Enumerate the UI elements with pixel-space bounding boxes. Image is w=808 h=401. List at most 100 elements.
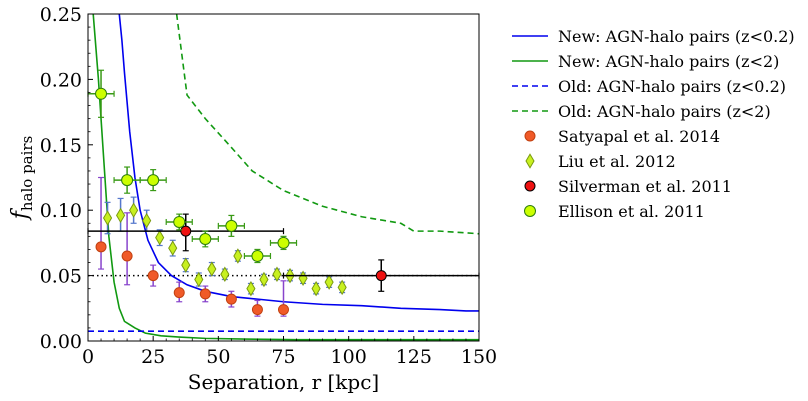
point-series-3 — [87, 213, 480, 292]
x-axis-label: Separation, r [kpc] — [188, 370, 379, 394]
legend-item: Old: AGN-halo pairs (z<0.2) — [512, 77, 786, 96]
legend-label: Satyapal et al. 2014 — [558, 127, 720, 146]
data-point — [225, 290, 237, 308]
data-point — [129, 196, 139, 224]
point-marker — [225, 219, 238, 232]
x-tick-label: 75 — [271, 346, 295, 368]
data-point — [243, 248, 272, 264]
y-axis-label: fhalo pairs — [8, 136, 36, 222]
legend-marker-swatch — [524, 205, 536, 217]
legend-item: Satyapal et al. 2014 — [524, 127, 720, 146]
data-point — [121, 212, 133, 286]
point-marker — [129, 202, 139, 218]
series-line-1 — [118, 14, 479, 312]
y-tick-label: 0.00 — [40, 331, 82, 353]
data-point — [337, 279, 347, 296]
legend-item: Silverman et al. 2011 — [524, 177, 732, 196]
data-point — [87, 69, 115, 118]
series-line-4 — [175, 14, 479, 235]
legend-label: New: AGN-halo pairs (z<0.2) — [558, 27, 795, 46]
y-tick-label: 0.05 — [40, 266, 82, 288]
legend-marker-swatch — [524, 130, 536, 142]
point-marker — [375, 270, 387, 282]
legend-item: Liu et al. 2012 — [525, 152, 676, 171]
x-tick-label: 100 — [331, 346, 367, 368]
axis-ticks: 0 25 50 75 100 125 150 0.00 0.05 0.10 0.15 0.20 0.25 — [40, 4, 497, 368]
point-marker — [277, 236, 290, 249]
legend-label: Old: AGN-halo pairs (z<2) — [558, 102, 771, 121]
data-point — [168, 239, 178, 257]
point-marker — [168, 240, 178, 256]
point-marker — [173, 287, 185, 299]
legend-item: Old: AGN-halo pairs (z<2) — [512, 102, 771, 121]
point-marker — [337, 279, 347, 296]
x-tick-label: 0 — [82, 346, 94, 368]
point-marker — [259, 271, 269, 288]
data-point — [207, 261, 217, 277]
legend-item: New: AGN-halo pairs (z<0.2) — [512, 27, 795, 46]
point-series-2 — [102, 196, 347, 297]
point-marker — [311, 280, 321, 297]
point-marker — [147, 174, 160, 187]
data-point — [199, 285, 211, 303]
data-point — [311, 280, 321, 297]
data-point — [251, 299, 263, 317]
x-tick-label: 150 — [461, 346, 497, 368]
data-point — [233, 248, 243, 264]
data-point — [298, 270, 308, 286]
y-axis-label-sub: halo pairs — [18, 136, 36, 211]
data-point — [194, 271, 204, 288]
data-point — [324, 274, 334, 290]
data-point — [116, 197, 126, 232]
point-marker — [251, 304, 263, 316]
point-marker — [121, 250, 133, 262]
y-tick-label: 0.10 — [40, 200, 82, 222]
point-marker — [181, 257, 191, 273]
point-marker — [121, 174, 134, 187]
point-series-4 — [87, 69, 298, 264]
point-marker — [194, 271, 204, 288]
x-tick-label: 50 — [206, 346, 230, 368]
data-point — [278, 280, 289, 317]
legend-item: Ellison et al. 2011 — [524, 202, 705, 221]
data-point — [173, 281, 185, 303]
data-point — [147, 264, 159, 287]
data-points-layer — [87, 69, 480, 317]
point-marker — [180, 225, 192, 237]
legend: New: AGN-halo pairs (z<0.2) New: AGN-halo… — [512, 27, 795, 221]
point-marker — [220, 266, 230, 283]
point-marker — [207, 261, 217, 277]
point-marker — [278, 304, 289, 316]
data-point — [246, 280, 256, 297]
point-marker — [251, 249, 264, 262]
point-marker — [324, 274, 334, 290]
point-marker — [272, 266, 282, 283]
data-point — [269, 235, 298, 251]
data-point — [282, 259, 480, 292]
point-marker — [173, 215, 186, 228]
point-marker — [155, 229, 165, 246]
point-marker — [225, 293, 237, 305]
data-point — [139, 169, 167, 192]
data-point — [181, 257, 191, 273]
point-marker — [199, 232, 212, 245]
point-marker — [199, 288, 211, 300]
data-point — [259, 271, 269, 288]
legend-marker-swatch — [525, 153, 535, 169]
legend-label: Liu et al. 2012 — [558, 152, 676, 171]
data-point — [95, 176, 107, 270]
point-marker — [246, 280, 256, 297]
point-marker — [95, 241, 107, 253]
data-point — [220, 266, 230, 283]
data-point — [87, 213, 285, 252]
legend-label: Ellison et al. 2011 — [558, 202, 705, 221]
point-marker — [233, 248, 243, 264]
y-tick-label: 0.25 — [40, 4, 82, 26]
x-tick-label: 25 — [141, 346, 165, 368]
legend-marker-swatch — [524, 180, 536, 192]
data-point — [102, 201, 113, 235]
legend-label: Old: AGN-halo pairs (z<0.2) — [558, 77, 786, 96]
data-point — [217, 214, 245, 237]
point-marker — [142, 212, 152, 229]
